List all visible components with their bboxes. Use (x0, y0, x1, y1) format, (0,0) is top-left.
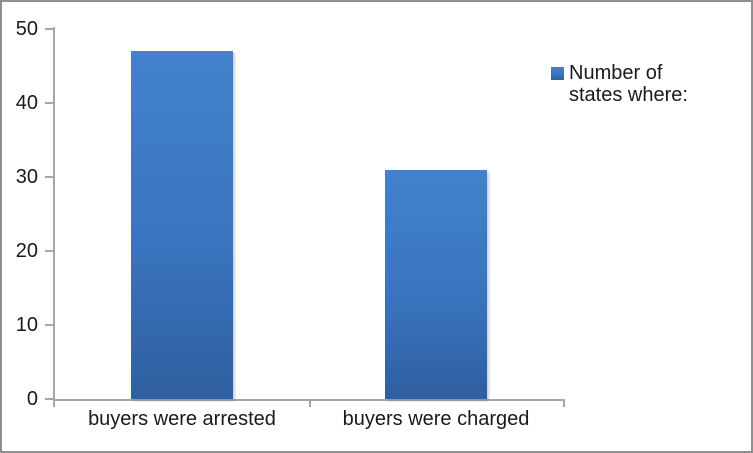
legend: Number of states where: (551, 62, 688, 106)
y-axis-tick (45, 398, 53, 400)
legend-label-line-1: Number of (569, 62, 663, 84)
y-axis-tick-label: 10 (15, 314, 38, 336)
x-axis-category-label: buyers were charged (342, 408, 530, 430)
legend-label: Number of states where: (569, 62, 688, 106)
y-axis-tick (45, 28, 53, 30)
y-axis-tick (45, 102, 53, 104)
x-axis-tick (563, 399, 565, 407)
y-axis-tick (45, 250, 53, 252)
y-axis-tick (45, 176, 53, 178)
x-axis-tick (309, 399, 311, 407)
y-axis-line (53, 27, 55, 406)
legend-marker-icon (551, 67, 564, 80)
y-axis-tick-label: 50 (15, 18, 38, 40)
legend-label-line-2: states where: (569, 84, 688, 106)
x-axis-line (53, 399, 564, 401)
y-axis-tick (45, 324, 53, 326)
x-axis-tick (53, 399, 55, 407)
y-axis-tick-label: 30 (15, 166, 38, 188)
y-axis-tick-label: 40 (15, 92, 38, 114)
x-axis-category-label: buyers were arrested (88, 408, 276, 430)
bar-buyers-were-arrested (131, 51, 233, 399)
y-axis-tick-label: 20 (15, 240, 38, 262)
bar-buyers-were-charged (385, 169, 487, 399)
plot-area: 0 10 20 30 40 50 (16, 18, 565, 410)
y-axis-tick-label: 0 (26, 388, 38, 410)
